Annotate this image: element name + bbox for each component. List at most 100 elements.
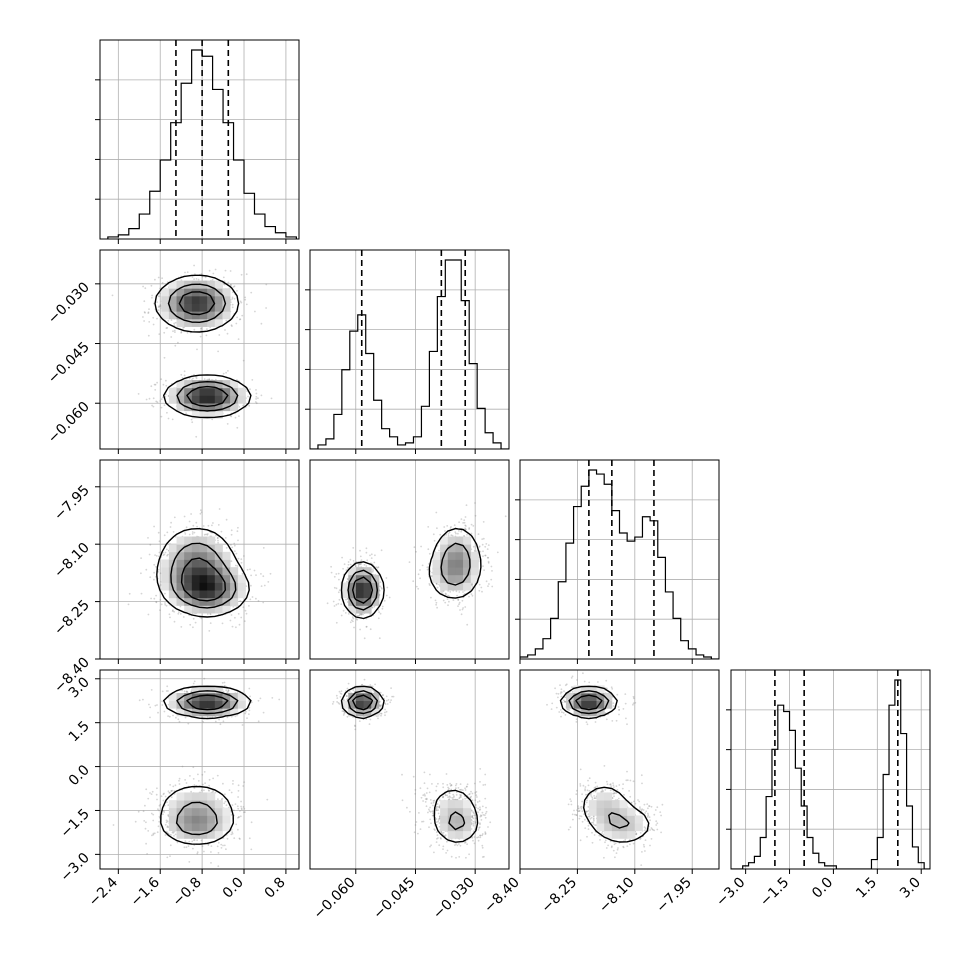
density-cell	[214, 605, 223, 614]
density-cell	[214, 559, 223, 568]
scatter-point	[224, 685, 226, 687]
scatter-point	[194, 621, 197, 624]
density-cell	[176, 700, 185, 709]
scatter-point	[233, 837, 236, 839]
scatter-point	[151, 834, 153, 837]
scatter-point	[381, 587, 383, 590]
scatter-point	[137, 810, 140, 813]
scatter-point	[166, 825, 169, 828]
density-cell	[363, 567, 372, 576]
scatter-point	[226, 837, 229, 840]
scatter-point	[154, 383, 157, 386]
scatter-point	[188, 840, 191, 843]
scatter-point	[443, 526, 446, 528]
scatter-point	[435, 582, 438, 585]
scatter-point	[255, 389, 257, 391]
scatter-point	[463, 521, 466, 524]
scatter-point	[482, 521, 485, 523]
scatter-point	[171, 789, 174, 792]
scatter-point	[161, 282, 164, 284]
scatter-point	[478, 589, 481, 592]
scatter-point	[243, 555, 245, 557]
scatter-point	[205, 533, 208, 536]
scatter-point	[152, 405, 155, 408]
scatter-point	[249, 568, 251, 571]
scatter-point	[459, 844, 462, 847]
scatter-point	[238, 406, 241, 408]
scatter-point	[358, 563, 361, 565]
scatter-point	[209, 613, 212, 616]
scatter-point	[226, 716, 229, 719]
scatter-point	[227, 281, 230, 284]
scatter-point	[217, 798, 219, 800]
scatter-point	[450, 534, 453, 537]
scatter-point	[170, 336, 173, 338]
density-cell	[199, 395, 208, 404]
scatter-point	[199, 335, 202, 338]
scatter-point	[246, 568, 249, 571]
scatter-point	[187, 845, 190, 848]
scatter-point	[227, 690, 230, 693]
scatter-point	[145, 788, 148, 791]
density-cell	[237, 692, 246, 702]
scatter-point	[185, 412, 188, 415]
scatter-point	[162, 799, 165, 802]
scatter-point	[171, 831, 174, 834]
density-cell	[214, 403, 223, 412]
scatter-point	[464, 516, 467, 518]
scatter-point	[180, 373, 183, 376]
density-cell	[184, 295, 193, 304]
scatter-point	[251, 596, 254, 598]
density-cell	[207, 567, 216, 576]
scatter-point	[491, 570, 493, 572]
scatter-point	[143, 320, 146, 322]
x-tick-label: −0.8	[170, 875, 205, 910]
scatter-point	[343, 563, 346, 566]
density-cell	[207, 792, 216, 801]
density-cell	[455, 559, 464, 568]
density-cell	[184, 807, 193, 816]
x-tick-label: 0.0	[220, 875, 247, 902]
scatter-point	[452, 599, 455, 601]
scatter-point	[154, 389, 157, 391]
scatter-point	[220, 530, 223, 533]
scatter-point	[172, 330, 174, 333]
scatter-point	[335, 587, 338, 590]
scatter-point	[241, 314, 244, 317]
scatter-point	[199, 512, 202, 515]
scatter-point	[193, 839, 196, 841]
density-cell	[230, 574, 239, 583]
density-cell	[184, 708, 193, 717]
density-cell	[207, 395, 216, 404]
density-cell	[207, 318, 216, 327]
scatter-point	[448, 600, 450, 603]
density-cell	[168, 597, 177, 606]
density-cell	[184, 815, 193, 824]
scatter-point	[470, 523, 473, 526]
density-cell	[199, 387, 208, 396]
scatter-point	[346, 601, 349, 603]
density-cell	[348, 582, 357, 591]
scatter-point	[172, 609, 174, 612]
density-content	[127, 508, 272, 632]
scatter-point	[380, 549, 383, 552]
contour-line	[167, 283, 239, 412]
scatter-point	[370, 553, 373, 556]
scatter-point	[159, 572, 162, 575]
scatter-point	[250, 821, 253, 824]
density-cell	[455, 567, 464, 576]
scatter-point	[217, 539, 219, 542]
scatter-point	[163, 356, 166, 359]
density-cell	[184, 605, 193, 614]
scatter-point	[478, 545, 481, 548]
density-cell	[199, 815, 208, 824]
density-cell	[199, 303, 208, 312]
scatter-point	[249, 388, 251, 391]
density-cell	[222, 303, 231, 312]
density-cell	[176, 288, 185, 297]
scatter-point	[170, 796, 173, 799]
scatter-point	[184, 271, 186, 274]
scatter-point	[479, 550, 482, 553]
scatter-point	[436, 586, 439, 589]
scatter-point	[345, 569, 348, 572]
